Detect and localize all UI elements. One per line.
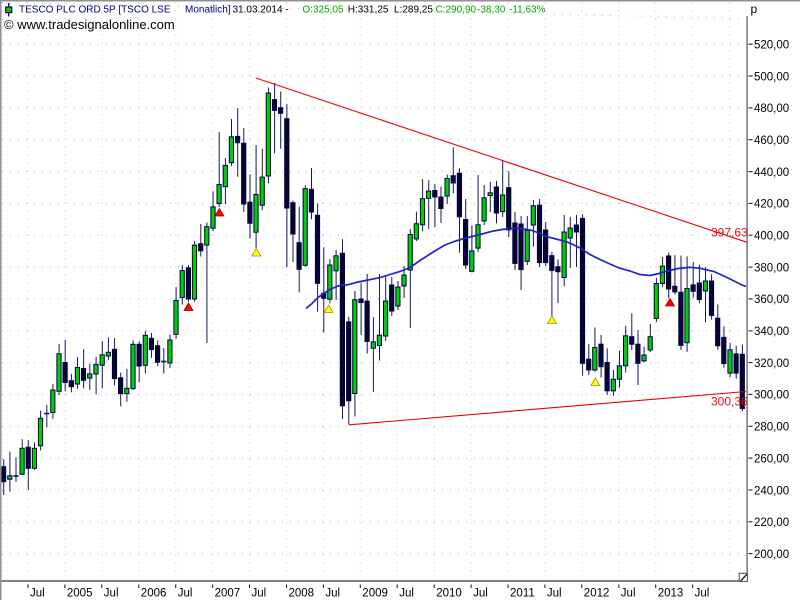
- svg-text:Jul: Jul: [473, 588, 488, 600]
- svg-text:420,00: 420,00: [754, 199, 789, 211]
- svg-text:460,00: 460,00: [754, 135, 789, 147]
- svg-text:Jul: Jul: [252, 588, 267, 600]
- svg-text:397,63: 397,63: [711, 226, 748, 240]
- svg-text:380,00: 380,00: [754, 262, 789, 274]
- svg-text:2007: 2007: [215, 588, 241, 600]
- svg-text:500,00: 500,00: [754, 71, 789, 83]
- svg-text:p: p: [751, 2, 758, 16]
- svg-text:300,36: 300,36: [711, 395, 748, 409]
- svg-text:240,00: 240,00: [754, 485, 789, 497]
- svg-text:440,00: 440,00: [754, 167, 789, 179]
- svg-text:Jul: Jul: [30, 588, 45, 600]
- svg-text:2012: 2012: [584, 588, 610, 600]
- svg-text:2009: 2009: [362, 588, 388, 600]
- svg-text:400,00: 400,00: [754, 231, 789, 243]
- svg-text:480,00: 480,00: [754, 103, 789, 115]
- svg-text:320,00: 320,00: [754, 358, 789, 370]
- svg-text:2010: 2010: [436, 588, 462, 600]
- svg-text:Jul: Jul: [104, 588, 119, 600]
- svg-text:Jul: Jul: [695, 588, 710, 600]
- svg-text:280,00: 280,00: [754, 422, 789, 434]
- svg-text:220,00: 220,00: [754, 517, 789, 529]
- svg-text:360,00: 360,00: [754, 294, 789, 306]
- svg-text:2006: 2006: [141, 588, 167, 600]
- svg-text:2005: 2005: [67, 588, 93, 600]
- svg-text:2013: 2013: [658, 588, 684, 600]
- svg-text:Jul: Jul: [547, 588, 562, 600]
- svg-text:2008: 2008: [289, 588, 315, 600]
- svg-text:Jul: Jul: [178, 588, 193, 600]
- svg-text:2011: 2011: [510, 588, 535, 600]
- svg-text:© www.tradesignalonline.com: © www.tradesignalonline.com: [4, 17, 175, 32]
- svg-text:Jul: Jul: [399, 588, 414, 600]
- svg-text:200,00: 200,00: [754, 549, 789, 561]
- svg-text:520,00: 520,00: [754, 40, 789, 52]
- svg-text:300,00: 300,00: [754, 390, 789, 402]
- svg-text:Jul: Jul: [621, 588, 636, 600]
- svg-text:Jul: Jul: [325, 588, 340, 600]
- svg-text:340,00: 340,00: [754, 326, 789, 338]
- svg-text:260,00: 260,00: [754, 453, 789, 465]
